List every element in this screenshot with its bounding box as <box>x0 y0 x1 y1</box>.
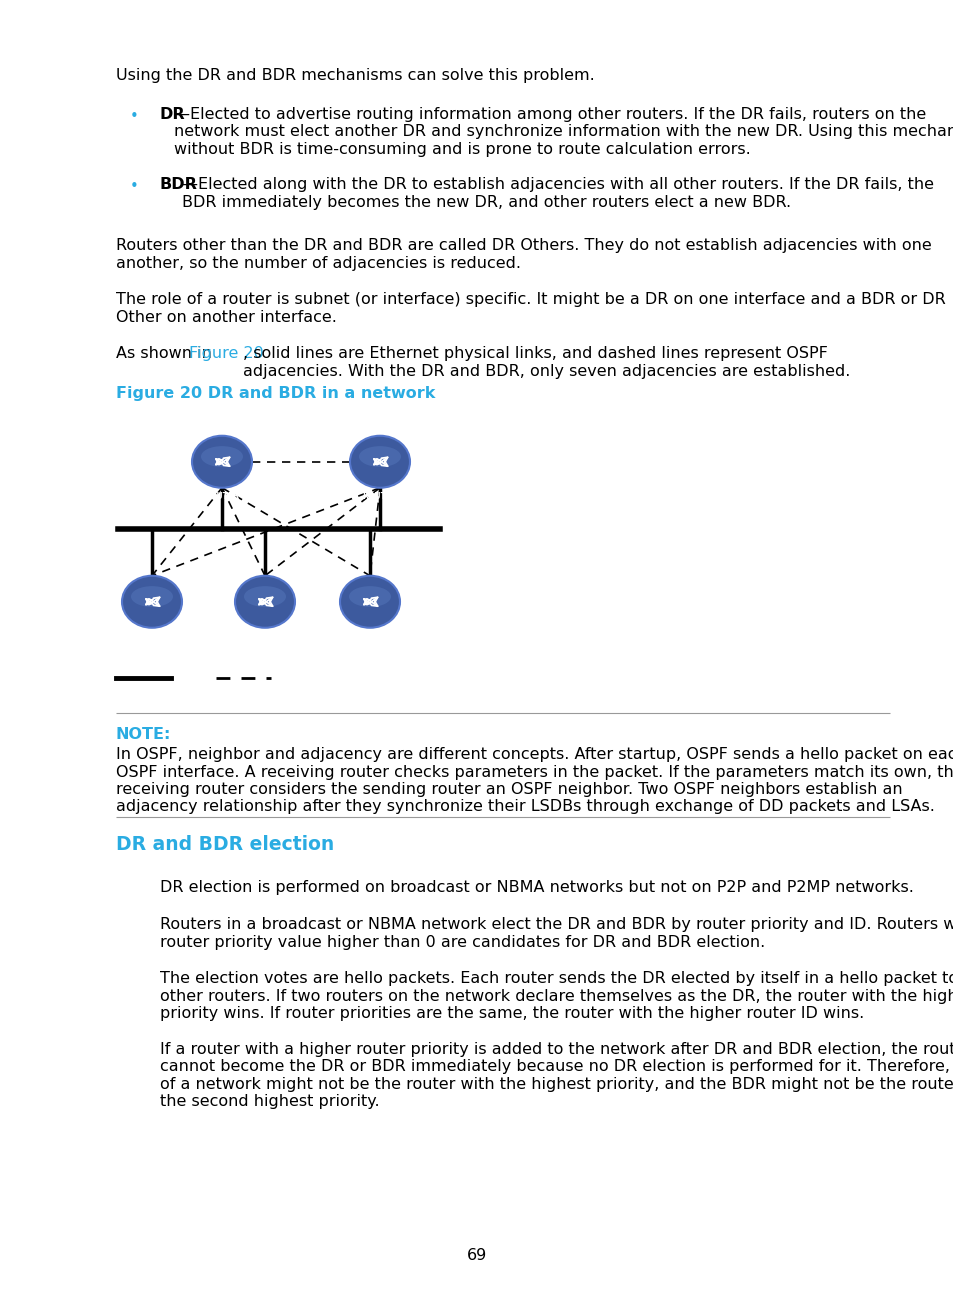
Text: 69: 69 <box>466 1248 487 1264</box>
Text: BDR: BDR <box>160 178 197 192</box>
Text: •: • <box>130 109 138 123</box>
Ellipse shape <box>349 586 391 607</box>
Text: ROUTER: ROUTER <box>362 491 397 500</box>
Ellipse shape <box>122 575 182 627</box>
Text: Figure 20: Figure 20 <box>189 346 263 362</box>
Text: ROUTER: ROUTER <box>352 631 387 640</box>
Text: , solid lines are Ethernet physical links, and dashed lines represent OSPF
adjac: , solid lines are Ethernet physical link… <box>243 346 849 378</box>
Text: If a router with a higher router priority is added to the network after DR and B: If a router with a higher router priorit… <box>160 1042 953 1109</box>
Text: Using the DR and BDR mechanisms can solve this problem.: Using the DR and BDR mechanisms can solv… <box>116 67 594 83</box>
Ellipse shape <box>131 586 172 607</box>
Text: •: • <box>130 179 138 194</box>
Text: DR: DR <box>160 106 186 122</box>
Text: NOTE:: NOTE: <box>116 727 172 741</box>
Ellipse shape <box>350 435 410 487</box>
Text: The election votes are hello packets. Each router sends the DR elected by itself: The election votes are hello packets. Ea… <box>160 971 953 1021</box>
Text: The role of a router is subnet (or interface) specific. It might be a DR on one : The role of a router is subnet (or inter… <box>116 293 944 325</box>
Text: —Elected to advertise routing information among other routers. If the DR fails, : —Elected to advertise routing informatio… <box>173 106 953 157</box>
Ellipse shape <box>192 435 252 487</box>
Ellipse shape <box>244 586 286 607</box>
Text: ROUTER: ROUTER <box>247 631 282 640</box>
Text: As shown in: As shown in <box>116 346 216 362</box>
Ellipse shape <box>234 575 294 627</box>
Text: ROUTER: ROUTER <box>134 631 170 640</box>
Text: In OSPF, neighbor and adjacency are different concepts. After startup, OSPF send: In OSPF, neighbor and adjacency are diff… <box>116 748 953 814</box>
Text: Figure 20 DR and BDR in a network: Figure 20 DR and BDR in a network <box>116 386 435 402</box>
Ellipse shape <box>358 446 400 467</box>
Text: DR and BDR election: DR and BDR election <box>116 835 334 854</box>
Text: Routers other than the DR and BDR are called DR Others. They do not establish ad: Routers other than the DR and BDR are ca… <box>116 238 931 271</box>
Text: Routers in a broadcast or NBMA network elect the DR and BDR by router priority a: Routers in a broadcast or NBMA network e… <box>160 918 953 950</box>
Text: —Elected along with the DR to establish adjacencies with all other routers. If t: —Elected along with the DR to establish … <box>182 178 933 210</box>
Text: DR election is performed on broadcast or NBMA networks but not on P2P and P2MP n: DR election is performed on broadcast or… <box>160 880 913 894</box>
Ellipse shape <box>339 575 399 627</box>
Text: ROUTER: ROUTER <box>204 491 239 500</box>
Ellipse shape <box>201 446 243 467</box>
